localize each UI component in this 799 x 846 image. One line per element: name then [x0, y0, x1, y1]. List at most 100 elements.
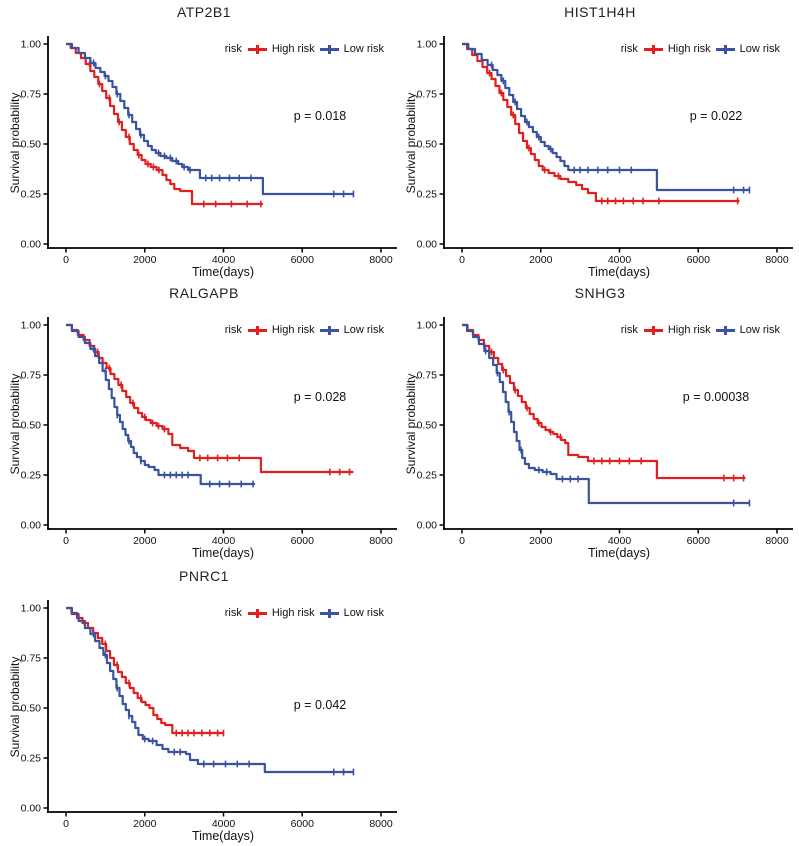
legend-high-risk-label: High risk: [271, 43, 315, 55]
p-value-label: p = 0.022: [689, 109, 743, 123]
high-risk-key-icon: [643, 325, 663, 335]
legend-high-risk-label: High risk: [271, 324, 315, 336]
p-value-label: p = 0.042: [293, 698, 347, 712]
x-tick-label: 8000: [369, 818, 393, 830]
legend-high-risk-label: High risk: [667, 324, 711, 336]
y-tick-label: 0.25: [21, 753, 42, 765]
x-axis-title: Time(days): [588, 546, 650, 560]
x-tick-label: 2000: [529, 254, 553, 266]
risk-legend: risk High risk Low risk: [225, 324, 384, 336]
survival-plot: 0.00 0.25 0.50 0.75 1.00 0 2000 4000 6000 8000 Tim…: [8, 36, 397, 279]
y-tick-label: 0.75: [21, 653, 42, 665]
x-axis-title: Time(days): [192, 265, 254, 279]
y-tick-label: 0.25: [417, 189, 438, 201]
y-tick-label: 0.00: [417, 239, 438, 251]
y-tick-label: 0.25: [417, 470, 438, 482]
survival-curve-low-risk: [66, 606, 354, 774]
low-risk-key-icon: [319, 325, 339, 335]
y-tick-label: 0.75: [417, 89, 438, 101]
p-value-label: p = 0.018: [293, 109, 347, 123]
x-tick-label: 8000: [765, 535, 789, 547]
survival-plot: 0.00 0.25 0.50 0.75 1.00 0 2000 4000 6000 8000 Tim…: [404, 317, 793, 560]
x-axis-title: Time(days): [192, 829, 254, 843]
high-risk-key-icon: [247, 608, 267, 618]
y-axis-title: Survival probability: [404, 374, 418, 475]
y-tick-label: 0.75: [417, 370, 438, 382]
panel-title: HIST1H4H: [564, 4, 636, 20]
x-tick-label: 4000: [212, 535, 236, 547]
low-risk-key-icon: [319, 608, 339, 618]
legend-title: risk: [620, 324, 638, 336]
km-panel-snhg3: SNHG3 0.00 0.25 0.50 0.75 1.00 0 2000 4000 6000 8…: [404, 283, 796, 561]
x-tick-label: 2000: [133, 818, 157, 830]
legend-title: risk: [224, 43, 242, 55]
x-tick-label: 6000: [291, 818, 315, 830]
x-tick-label: 0: [459, 254, 465, 266]
x-tick-label: 4000: [212, 818, 236, 830]
y-tick-label: 1.00: [21, 320, 42, 332]
x-tick-label: 6000: [291, 535, 315, 547]
legend-title: risk: [224, 324, 242, 336]
high-risk-key-icon: [247, 44, 267, 54]
x-tick-label: 6000: [687, 254, 711, 266]
y-tick-label: 1.00: [21, 603, 42, 615]
x-tick-label: 8000: [369, 535, 393, 547]
x-tick-label: 8000: [765, 254, 789, 266]
risk-legend: risk High risk Low risk: [621, 324, 780, 336]
panel-title: PNRC1: [179, 568, 229, 584]
y-tick-label: 0.50: [417, 420, 438, 432]
p-value-label: p = 0.028: [293, 390, 347, 404]
y-tick-label: 0.25: [21, 189, 42, 201]
y-tick-label: 0.00: [21, 520, 42, 532]
risk-legend: risk High risk Low risk: [621, 43, 780, 55]
p-value-label: p = 0.00038: [682, 390, 750, 404]
x-tick-label: 2000: [133, 254, 157, 266]
low-risk-key-icon: [319, 44, 339, 54]
legend-low-risk-label: Low risk: [739, 43, 780, 55]
x-axis-title: Time(days): [192, 546, 254, 560]
x-tick-label: 6000: [687, 535, 711, 547]
survival-plot: 0.00 0.25 0.50 0.75 1.00 0 2000 4000 6000 8000 Tim…: [8, 317, 397, 560]
y-tick-label: 0.50: [417, 139, 438, 151]
survival-curve-low-risk: [66, 42, 354, 196]
legend-title: risk: [224, 607, 242, 619]
x-tick-label: 4000: [212, 254, 236, 266]
x-tick-label: 0: [63, 535, 69, 547]
high-risk-key-icon: [643, 44, 663, 54]
km-panel-atp2b1: ATP2B1 0.00 0.25 0.50 0.75 1.00 0 2000 4000 6000…: [8, 2, 400, 280]
survival-plot: 0.00 0.25 0.50 0.75 1.00 0 2000 4000 6000 8000 Tim…: [8, 600, 397, 843]
y-tick-label: 0.75: [21, 89, 42, 101]
x-tick-label: 0: [459, 535, 465, 547]
legend-low-risk-label: Low risk: [343, 607, 384, 619]
y-axis-title: Survival probability: [8, 374, 22, 475]
legend-low-risk-label: Low risk: [343, 43, 384, 55]
low-risk-key-icon: [715, 44, 735, 54]
legend-low-risk-label: Low risk: [343, 324, 384, 336]
y-tick-label: 0.50: [21, 703, 42, 715]
risk-legend: risk High risk Low risk: [225, 607, 384, 619]
y-tick-label: 0.75: [21, 370, 42, 382]
x-tick-label: 6000: [291, 254, 315, 266]
y-tick-label: 0.50: [21, 139, 42, 151]
y-axis-title: Survival probability: [8, 93, 22, 194]
x-tick-label: 8000: [369, 254, 393, 266]
x-tick-label: 2000: [133, 535, 157, 547]
survival-curve-high-risk: [462, 42, 740, 203]
y-axis-title: Survival probability: [8, 657, 22, 758]
panel-title: ATP2B1: [176, 4, 232, 20]
survival-plot: 0.00 0.25 0.50 0.75 1.00 0 2000 4000 6000 8000 Tim…: [404, 36, 793, 279]
survival-curve-low-risk: [462, 42, 750, 192]
x-tick-label: 0: [63, 818, 69, 830]
high-risk-key-icon: [247, 325, 267, 335]
y-tick-label: 0.00: [21, 803, 42, 815]
risk-legend: risk High risk Low risk: [225, 43, 384, 55]
x-tick-label: 0: [63, 254, 69, 266]
x-axis-title: Time(days): [588, 265, 650, 279]
km-panel-hist1h4h: HIST1H4H 0.00 0.25 0.50 0.75 1.00 0 2000 4000 60…: [404, 2, 796, 280]
y-axis-title: Survival probability: [404, 93, 418, 194]
km-panel-ralgapb: RALGAPB 0.00 0.25 0.50 0.75 1.00 0 2000 4000 600…: [8, 283, 400, 561]
legend-high-risk-label: High risk: [271, 607, 315, 619]
panel-title: RALGAPB: [169, 285, 239, 301]
km-panel-pnrc1: PNRC1 0.00 0.25 0.50 0.75 1.00 0 2000 4000 6000 8…: [8, 566, 400, 844]
